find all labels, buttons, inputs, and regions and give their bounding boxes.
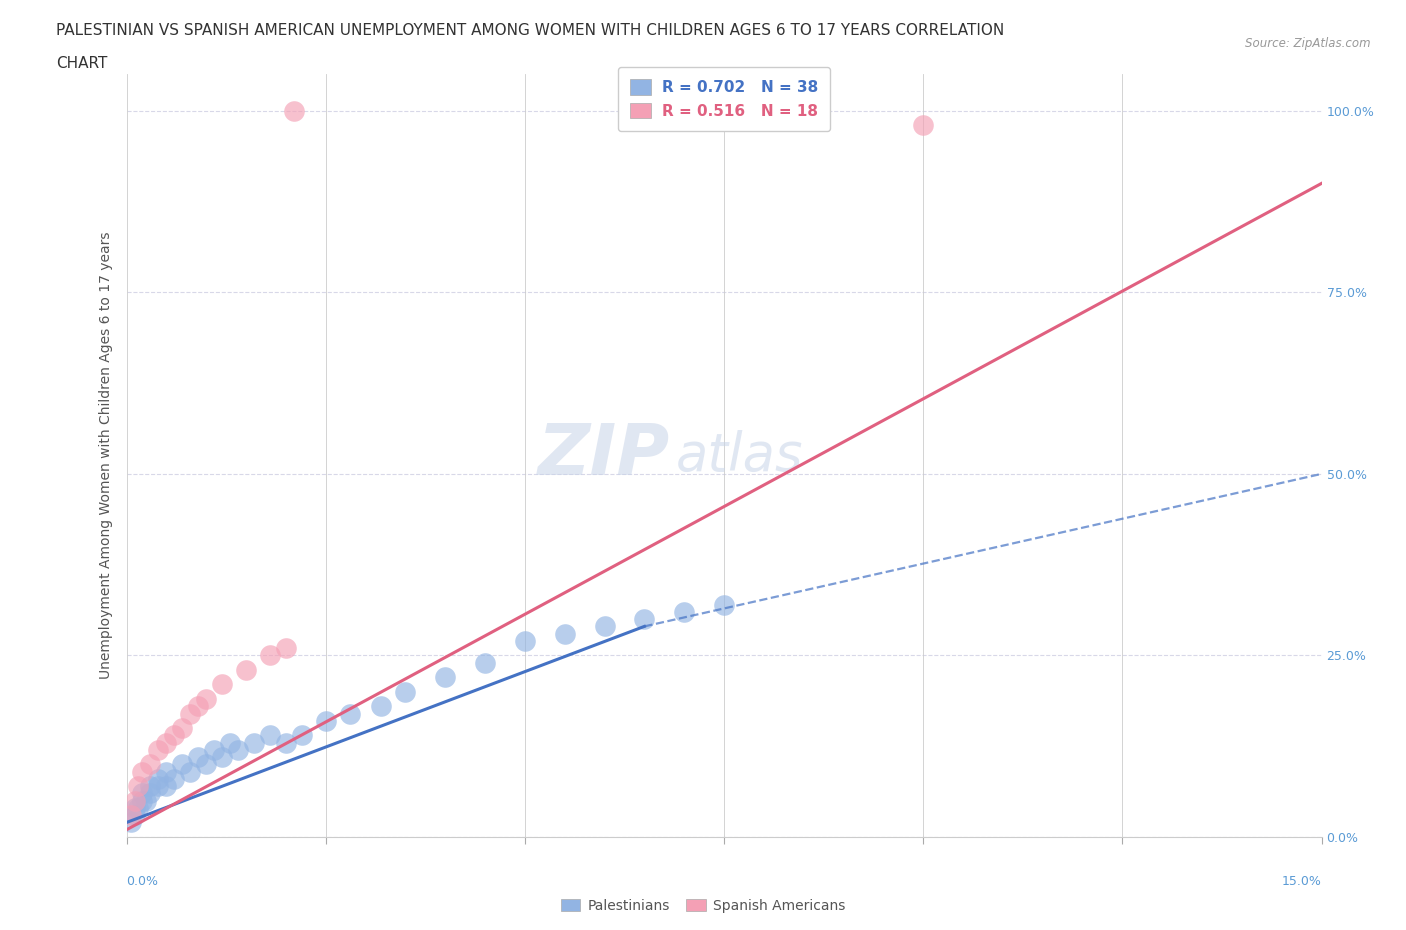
Point [673, 604, 696, 619]
Point [259, 728, 281, 743]
Point [259, 648, 281, 663]
Point [226, 742, 249, 757]
Y-axis label: Unemployment Among Women with Children Ages 6 to 17 years: Unemployment Among Women with Children A… [98, 232, 112, 680]
Text: 0.0%: 0.0% [127, 875, 159, 888]
Point [148, 742, 170, 757]
Legend: Palestinians, Spanish Americans: Palestinians, Spanish Americans [555, 894, 851, 919]
Point [155, 778, 177, 793]
Point [172, 757, 194, 772]
Point [179, 764, 201, 779]
Point [187, 750, 209, 764]
Text: atlas: atlas [676, 430, 804, 482]
Point [155, 735, 177, 750]
Point [131, 793, 153, 808]
Point [434, 670, 457, 684]
Point [315, 713, 337, 728]
Point [120, 815, 142, 830]
Point [187, 698, 209, 713]
Point [163, 728, 186, 743]
Point [219, 735, 242, 750]
Text: CHART: CHART [56, 56, 108, 71]
Point [291, 728, 314, 743]
Point [274, 735, 297, 750]
Point [713, 597, 735, 612]
Point [370, 698, 392, 713]
Point [172, 721, 194, 736]
Point [148, 772, 170, 787]
Point [163, 772, 186, 787]
Point [593, 619, 616, 634]
Point [155, 764, 177, 779]
Text: PALESTINIAN VS SPANISH AMERICAN UNEMPLOYMENT AMONG WOMEN WITH CHILDREN AGES 6 TO: PALESTINIAN VS SPANISH AMERICAN UNEMPLOY… [56, 23, 1004, 38]
Text: 15.0%: 15.0% [1282, 875, 1322, 888]
Point [135, 793, 157, 808]
Point [339, 706, 361, 721]
Point [195, 692, 218, 707]
Point [131, 786, 153, 801]
Text: Source: ZipAtlas.com: Source: ZipAtlas.com [1246, 37, 1371, 50]
Point [139, 778, 162, 793]
Point [211, 750, 233, 764]
Point [243, 735, 266, 750]
Point [235, 662, 257, 677]
Point [120, 808, 142, 823]
Point [139, 757, 162, 772]
Point [148, 778, 170, 793]
Point [394, 684, 416, 699]
Point [283, 103, 305, 118]
Point [474, 656, 496, 671]
Point [211, 677, 233, 692]
Point [124, 801, 146, 816]
Point [124, 793, 146, 808]
Point [127, 801, 149, 816]
Point [131, 764, 153, 779]
Point [202, 742, 225, 757]
Point [139, 786, 162, 801]
Text: ZIP: ZIP [538, 421, 671, 490]
Point [513, 633, 536, 648]
Point [179, 706, 201, 721]
Point [274, 641, 297, 656]
Point [127, 778, 149, 793]
Legend: R = 0.702   N = 38, R = 0.516   N = 18: R = 0.702 N = 38, R = 0.516 N = 18 [617, 67, 831, 131]
Point [912, 118, 935, 133]
Point [633, 612, 655, 627]
Point [195, 757, 218, 772]
Point [554, 626, 576, 641]
Point [124, 808, 146, 823]
